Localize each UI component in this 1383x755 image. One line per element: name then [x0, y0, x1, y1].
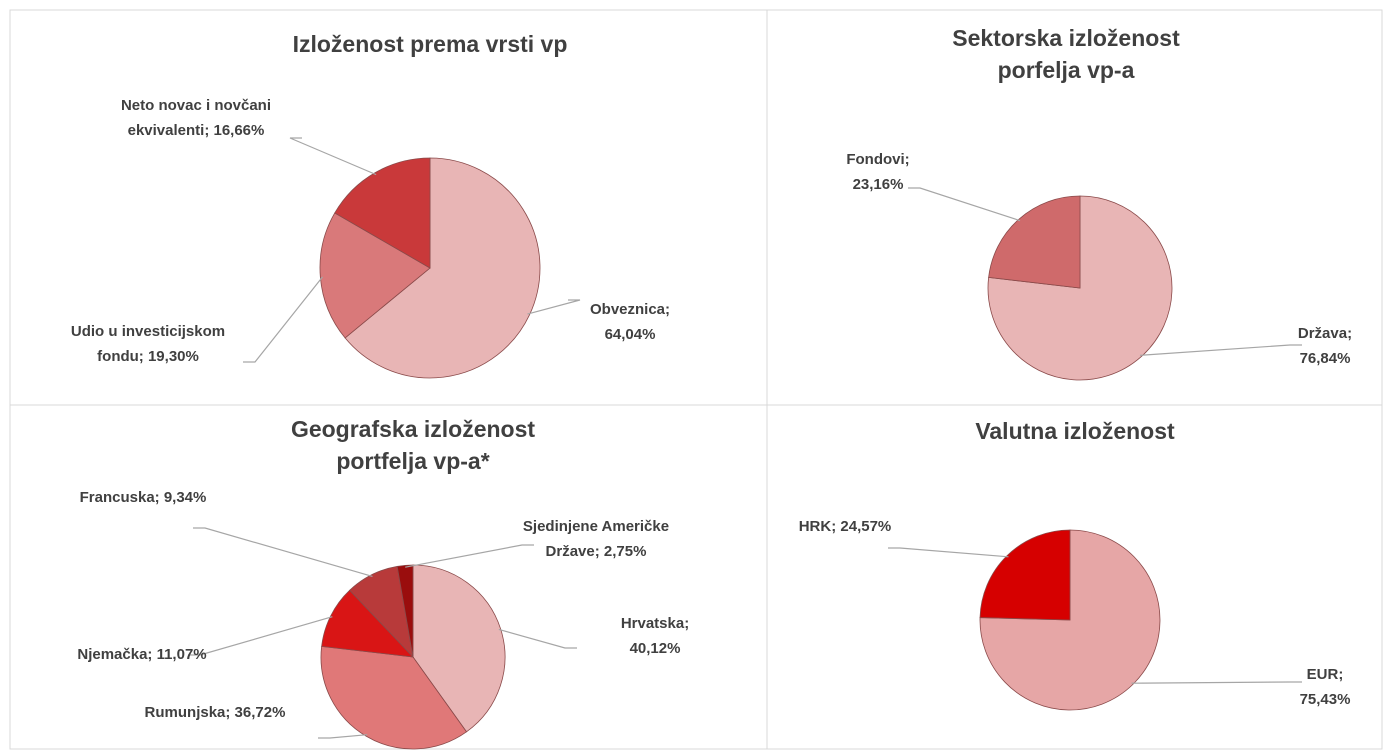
chart-title: Sektorska izloženost	[952, 25, 1180, 51]
data-label: 64,04%	[605, 326, 656, 343]
pie-slice	[396, 564, 414, 658]
data-label: HRK; 24,57%	[799, 518, 892, 535]
leader-line	[1131, 681, 1302, 684]
data-label: fondu; 19,30%	[97, 348, 199, 365]
leader-line	[908, 187, 1021, 222]
leader-line	[888, 547, 1009, 558]
data-label: EUR;	[1307, 666, 1344, 683]
chart-title: porfelja vp-a	[998, 57, 1135, 83]
pie-slice	[979, 529, 1071, 621]
data-label: 40,12%	[630, 640, 681, 657]
data-label: Država;	[1298, 325, 1352, 342]
data-label: Hrvatska;	[621, 615, 689, 632]
leader-line	[1139, 344, 1302, 356]
data-label: Fondovi;	[846, 151, 909, 168]
data-label: Njemačka; 11,07%	[77, 646, 206, 663]
pie-slice	[319, 212, 431, 339]
data-label: Sjedinjene Američke	[523, 518, 669, 535]
pie-slice	[344, 157, 541, 379]
chart-title: Valutna izloženost	[975, 418, 1175, 444]
chart-title: Izloženost prema vrsti vp	[293, 31, 568, 57]
data-label: 23,16%	[853, 176, 904, 193]
pie-slice	[412, 564, 506, 733]
pie-slice	[988, 195, 1081, 289]
leader-line	[405, 544, 534, 568]
leader-line	[527, 299, 581, 315]
frame	[9, 9, 1383, 750]
leader-line	[498, 628, 577, 649]
pie-slice	[320, 645, 468, 750]
leader-line	[289, 137, 377, 176]
data-label: Rumunjska; 36,72%	[145, 704, 286, 721]
data-label: Francuska; 9,34%	[80, 489, 207, 506]
data-label: 75,43%	[1300, 691, 1351, 708]
leader-line	[193, 527, 373, 578]
leader-line	[243, 276, 324, 363]
chart-title: portfelja vp-a*	[336, 448, 489, 474]
chart-title: Geografska izloženost	[291, 416, 535, 442]
data-label: Obveznica;	[590, 301, 670, 318]
leader-line	[318, 734, 368, 739]
data-label: ekvivalenti; 16,66%	[128, 122, 265, 139]
data-label: Udio u investicijskom	[71, 323, 225, 340]
leader-line	[188, 616, 333, 656]
data-label: 76,84%	[1300, 350, 1351, 367]
data-label: Neto novac i novčani	[121, 97, 271, 114]
pie-slice	[334, 157, 431, 269]
pie-slice	[321, 589, 415, 658]
data-label: Države; 2,75%	[546, 543, 647, 560]
